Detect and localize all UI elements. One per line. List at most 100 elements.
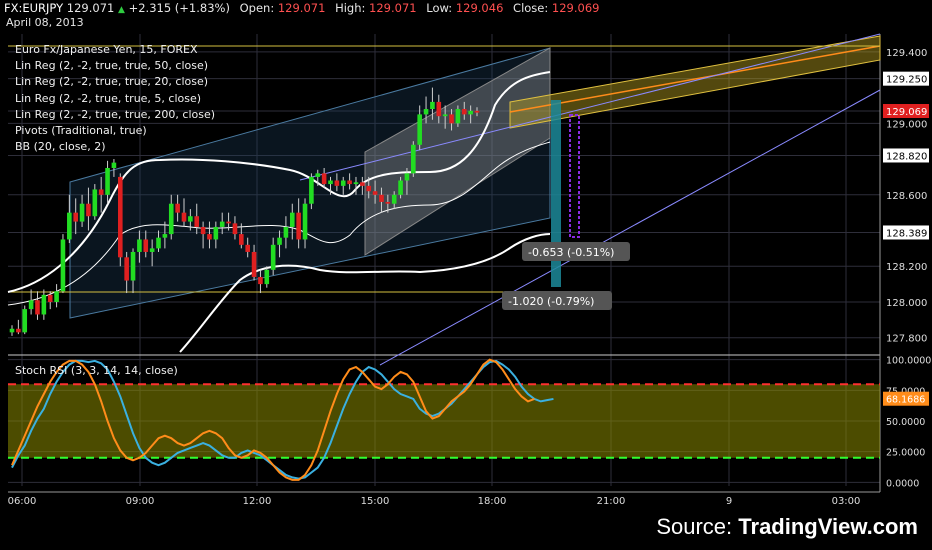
annotation-label: -1.020 (-0.79%) [508, 295, 594, 308]
candle-body [270, 244, 276, 270]
candle-body [67, 212, 72, 240]
candle-body [385, 201, 391, 204]
stoch-k-line [11, 359, 554, 480]
candle [347, 173, 352, 190]
candle-body [207, 234, 212, 240]
candle-body [79, 203, 85, 222]
low-value: 129.046 [455, 1, 504, 15]
legend-item-linreg-200[interactable]: Lin Reg (2, -2, true, true, 200, close) [15, 107, 216, 121]
candle [67, 194, 72, 244]
time-axis: 06:00 09:00 12:00 15:00 18:00 21:00 9 03:00 [8, 496, 861, 507]
candle-body [86, 203, 91, 217]
candle-body [98, 189, 104, 195]
candle [137, 230, 142, 263]
rsi-tick-label: 0.0000 [886, 478, 919, 489]
candle [239, 223, 244, 249]
rsi-tick-label: 100.0000 [886, 356, 931, 367]
stoch-rsi-title[interactable]: Stoch RSI (3, 3, 14, 14, close) [15, 364, 178, 377]
candle [461, 101, 467, 120]
candle-body [226, 221, 231, 224]
price-tick-label: 128.389 [886, 228, 927, 239]
time-tick-label: 09:00 [126, 496, 155, 507]
candle-body [213, 226, 219, 240]
candle [156, 230, 161, 252]
candle [404, 167, 410, 195]
candle-body [117, 176, 123, 258]
candle-body [302, 203, 308, 240]
candle [474, 107, 480, 117]
candle-body [92, 189, 98, 217]
candle [251, 244, 257, 281]
candle [28, 289, 34, 315]
candle-body [340, 180, 346, 186]
candle [105, 160, 110, 204]
stoch-d-line [11, 358, 535, 481]
candle [385, 194, 391, 213]
legend-item-bb[interactable]: BB (20, close, 2) [15, 140, 106, 154]
candle-body [391, 194, 397, 204]
candle [328, 176, 333, 195]
candle-body [442, 114, 448, 117]
candle [436, 94, 442, 124]
candle-body [130, 251, 136, 281]
close-label: Close: [513, 1, 549, 15]
candle [411, 141, 416, 177]
annotation-bg [522, 242, 630, 261]
candle-body [289, 212, 295, 227]
candle-body [423, 109, 429, 115]
open-label: Open: [239, 1, 275, 15]
candle [194, 203, 200, 235]
candle [334, 173, 340, 192]
candle [353, 176, 359, 195]
price-label-box [883, 225, 929, 240]
legend-item-symbol[interactable]: Euro Fx/Japanese Yen, 15, FOREX [15, 43, 198, 56]
symbol-name: FX:EURJPY [4, 1, 64, 15]
candle-body [455, 109, 461, 124]
last-price: 129.071 [66, 1, 115, 15]
measure-annotation: -1.020 (-0.79%) [502, 291, 612, 310]
candle [117, 173, 123, 267]
measure-bar-teal [551, 100, 561, 287]
candle-body [239, 234, 244, 245]
legend-item-linreg-20[interactable]: Lin Reg (2, -2, true, true, 20, close) [15, 75, 209, 89]
candle [360, 176, 365, 195]
candle-body [353, 182, 359, 185]
legend-item-pivots[interactable]: Pivots (Traditional, true) [15, 124, 147, 138]
candle [207, 221, 212, 249]
linreg-20-channel [509, 35, 881, 129]
bb-upper [7, 71, 551, 293]
candle [379, 187, 384, 213]
candle [35, 291, 40, 320]
price-tick-label: 129.250 [886, 75, 927, 86]
candles [9, 87, 480, 336]
candle-body [474, 110, 480, 113]
candle [417, 105, 422, 151]
candle [219, 212, 225, 235]
candle [391, 191, 397, 210]
candle-body [468, 110, 473, 115]
candle-body [35, 300, 40, 315]
rsi-tick-label: 25.0000 [886, 448, 925, 459]
candle-body [181, 212, 187, 222]
candle-body [309, 176, 314, 204]
candle-body [54, 291, 59, 302]
time-tick-label: 9 [726, 496, 732, 507]
candle-body [9, 328, 15, 333]
legend-item-linreg-5[interactable]: Lin Reg (2, -2, true, true, 5, close) [15, 91, 202, 105]
candle [200, 221, 206, 249]
time-tick-label: 18:00 [478, 496, 507, 507]
time-tick-label: 21:00 [597, 496, 626, 507]
candle-body [449, 114, 454, 124]
candle [423, 96, 429, 124]
high-label: High: [335, 1, 366, 15]
candle-body [137, 239, 142, 252]
legend-item-linreg-50[interactable]: Lin Reg (2, -2, true, true, 50, close) [15, 59, 209, 73]
rsi-tick-label: 50.0000 [886, 417, 925, 428]
candle-body [328, 180, 333, 185]
candle-body [347, 180, 352, 185]
price-change: +2.315 (+1.83%) [128, 1, 230, 15]
price-tick-label: 128.600 [886, 191, 927, 202]
candle [442, 105, 448, 129]
